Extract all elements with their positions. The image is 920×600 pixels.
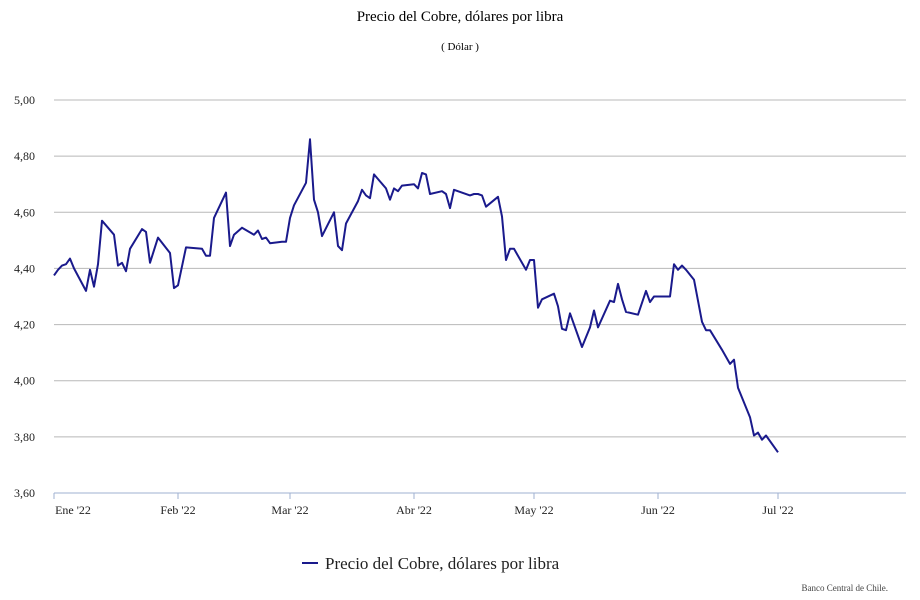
x-tick-label: Jun '22 [641,503,675,517]
y-tick-label: 4,40 [14,261,35,275]
chart-title: Precio del Cobre, dólares por libra [357,9,564,25]
y-tick-label: 4,60 [14,205,35,219]
y-tick-label: 3,80 [14,430,35,444]
source-note: Banco Central de Chile. [802,583,888,593]
x-axis-ticks: Ene '22 Feb '22 Mar '22 Abr '22 May '22 Jun '… [53,493,794,517]
legend[interactable]: Precio del Cobre, dólares por libra [302,554,560,573]
y-tick-label: 4,20 [14,318,35,332]
series-layer [53,138,779,453]
series-line[interactable] [53,138,779,453]
x-tick-label: May '22 [514,503,553,517]
y-tick-label: 4,00 [14,374,35,388]
x-tick-label: Mar '22 [271,503,308,517]
x-tick-label: Jul '22 [762,503,793,517]
y-tick-label: 3,60 [14,486,35,500]
gridlines [54,99,906,438]
chart-subtitle: ( Dólar ) [441,41,479,53]
y-axis-ticks: 3,60 3,80 4,00 4,20 4,40 4,60 4,80 5,00 [14,93,35,500]
x-tick-label: Abr '22 [396,503,432,517]
y-tick-label: 5,00 [14,93,35,107]
legend-label: Precio del Cobre, dólares por libra [325,554,560,573]
x-tick-label: Ene '22 [55,503,91,517]
y-tick-label: 4,80 [14,149,35,163]
x-tick-label: Feb '22 [160,503,195,517]
